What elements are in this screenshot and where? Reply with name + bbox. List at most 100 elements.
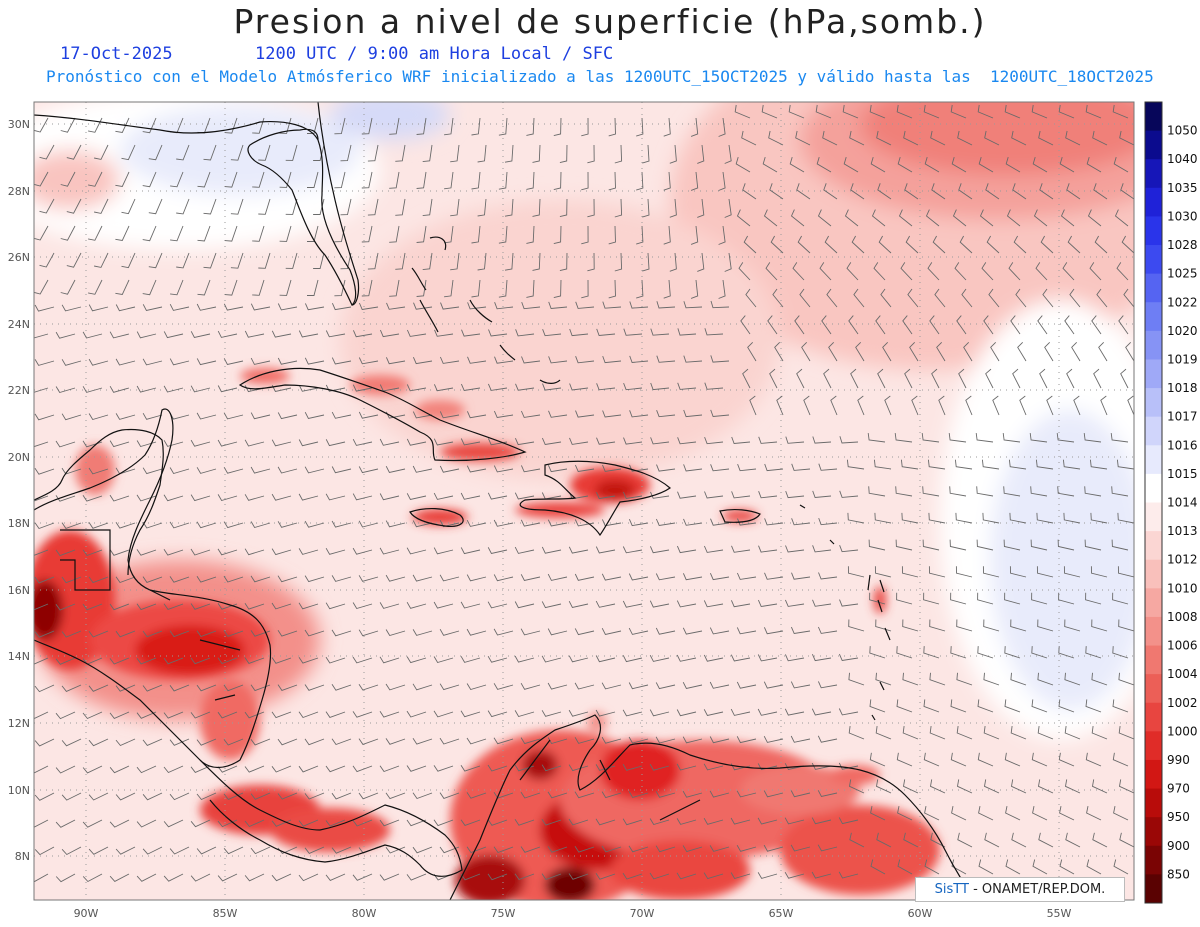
wind-barb [703,872,724,880]
wind-barb [817,626,838,634]
chart-title: Presion a nivel de superficie (hPa,somb.… [233,2,987,41]
wind-barb [1004,592,1021,605]
wind-barb [504,198,514,217]
wind-barb [1035,459,1054,470]
wind-barb [60,117,76,133]
wind-barb [498,117,508,136]
wind-barb [39,252,55,268]
wind-barb [1092,130,1108,146]
wind-barb [628,573,649,581]
wind-barb [115,304,136,312]
wind-barb [896,699,913,713]
wind-barb [709,736,730,744]
lon-label: 70W [630,907,655,920]
wind-barb [977,752,994,767]
wind-barb [223,466,244,474]
wind-barb [358,629,379,637]
wind-barb [298,711,319,719]
wind-barb [466,519,487,527]
wind-barb [487,383,508,391]
wind-barb [514,710,535,718]
wind-barb [217,439,238,447]
wind-barb [514,492,535,500]
wind-barb [784,599,805,607]
wind-barb [880,288,892,308]
bahamas [411,236,561,384]
wind-barb [258,144,271,161]
colorbar-swatch [1145,473,1162,503]
wind-barb [487,873,508,881]
wind-barb [223,684,244,692]
wind-barb [217,657,238,665]
wind-barb [818,572,838,580]
sistt-logo: SisTT [934,882,969,897]
wind-barb [1005,806,1021,821]
wind-barb [769,368,778,389]
wind-barb [950,104,967,119]
wind-barb [850,183,865,200]
wind-barb [934,288,946,308]
wind-barb [1012,368,1021,389]
puerto-rico [719,508,761,523]
wind-barb [553,225,562,245]
wind-barb [821,315,832,335]
wind-barb [190,765,211,773]
wind-barb [595,546,616,554]
wind-barb [735,156,751,173]
colorbar-label: 1028 [1167,238,1198,252]
wind-barb [450,198,460,217]
wind-barb [542,329,562,337]
wind-barb [34,711,49,720]
colorbar-swatch [1145,245,1162,275]
colorbar-border [1144,101,1163,904]
wind-barb [279,171,292,188]
wind-barb [839,599,859,607]
wind-barb [1084,486,1102,497]
wind-barb [498,225,508,244]
wind-barb [460,819,481,826]
wind-barb [803,395,811,416]
wind-barb [929,672,946,686]
wind-barb [799,288,811,308]
wind-barb [796,368,805,389]
wind-barb [629,464,649,472]
wind-barb [1037,619,1054,632]
wind-barb [136,819,157,828]
wind-barb [460,383,481,391]
wind-barb [950,699,967,713]
colorbar-swatch [1145,388,1162,418]
central-america [34,408,272,769]
wind-barb [466,683,487,691]
wind-barb [1086,806,1102,821]
wind-barb [622,818,643,826]
wind-barb [352,330,373,338]
wind-barb [223,630,244,637]
wind-barb [843,156,859,173]
wind-barb [928,512,946,524]
wind-barb [655,736,676,744]
wind-barb [574,682,595,690]
wind-barb [298,657,319,664]
wind-barb [217,385,238,393]
colorbar-label: 1012 [1167,553,1198,567]
wind-barb [595,818,616,826]
wind-barb [271,711,292,719]
wind-barb [466,737,487,745]
map-area [34,102,1134,900]
wind-barb [406,819,427,827]
wind-barb [895,486,913,497]
wind-barb [896,592,913,605]
wind-barb [574,464,595,472]
wind-barb [34,630,55,638]
wind-barb [142,467,163,475]
wind-barb [956,619,973,632]
wind-barb [358,792,379,800]
wind-barb [601,519,622,527]
wind-barb [1062,459,1081,470]
wind-barb [595,764,616,771]
wind-barb [1064,672,1081,686]
wind-barb [433,384,454,392]
wind-barb [406,329,427,337]
wind-barb [395,252,406,270]
wind-barb [736,572,757,580]
